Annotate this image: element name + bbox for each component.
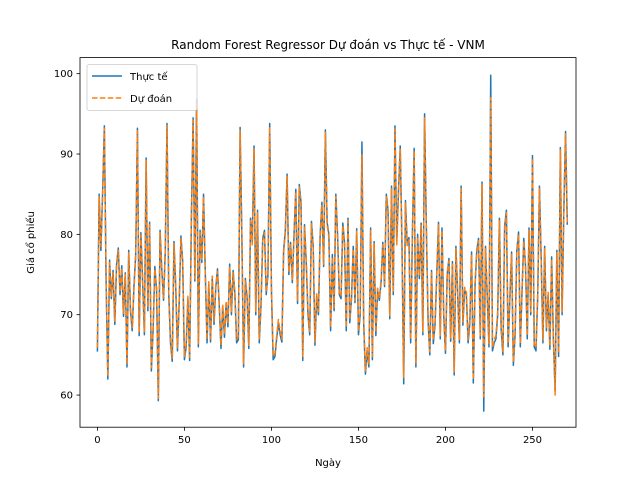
x-tick-label: 50 [178,435,191,446]
x-tick-label: 100 [262,435,281,446]
y-tick-label: 70 [60,310,73,321]
series-line-predicted [96,97,569,400]
x-axis: 0 50 100 150 200 250 [94,427,542,446]
y-axis-label: Giá cổ phiếu [24,211,37,274]
y-tick-label: 100 [54,69,73,80]
plot-frame [79,57,577,428]
x-tick-label: 200 [436,435,455,446]
legend-label-actual: Thực tế [129,71,168,83]
x-tick-label: 150 [349,435,368,446]
y-tick-label: 60 [60,391,73,402]
legend-label-predicted: Dự đoán [130,93,172,105]
x-axis-label: Ngày [315,457,341,469]
x-tick-label: 0 [94,435,100,446]
plot-area [80,57,576,428]
y-axis: 60 70 80 90 100 [54,69,80,402]
y-tick-label: 90 [60,150,73,161]
chart-title: Random Forest Regressor Dự đoán vs Thực … [171,38,485,52]
y-tick-label: 80 [60,230,73,241]
series-layer [96,74,569,412]
x-tick-label: 250 [523,435,542,446]
legend: Thực tế Dự đoán [86,64,198,111]
